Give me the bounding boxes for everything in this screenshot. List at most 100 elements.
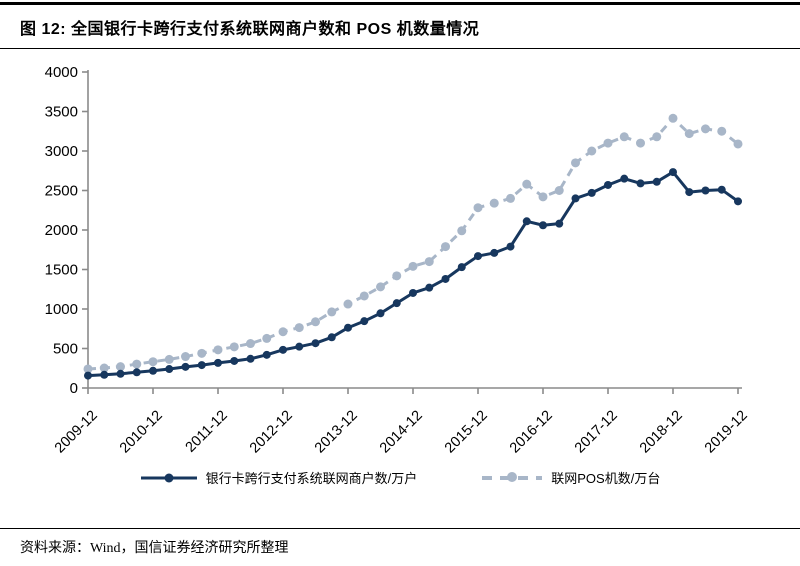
data-point-marker <box>376 282 385 292</box>
data-point-marker <box>100 370 109 379</box>
x-axis-tick-label: 2010-12 <box>117 408 166 457</box>
data-point-marker <box>392 299 401 308</box>
data-point-marker <box>343 299 353 309</box>
legend-item-merchants: 银行卡跨行支付系统联网商户数/万户 <box>140 468 418 487</box>
line-chart: 0 500 1000 1500 2000 2500 3000 3500 4000 2009-12 2… <box>45 64 751 457</box>
data-point-marker <box>116 369 125 378</box>
data-point-marker <box>733 139 743 149</box>
data-point-marker <box>604 180 612 189</box>
data-point-marker <box>539 221 547 230</box>
data-point-marker <box>262 333 272 343</box>
source-note: 资料来源：Wind，国信证券经济研究所整理 <box>0 528 800 557</box>
merchant-series-line <box>87 170 739 378</box>
data-point-marker <box>295 342 304 351</box>
data-point-marker <box>344 323 352 332</box>
data-point-marker <box>164 354 174 364</box>
data-point-marker <box>620 174 629 183</box>
data-point-marker <box>148 357 158 367</box>
data-point-marker <box>214 358 222 367</box>
y-axis-tick-label: 2500 <box>45 183 78 200</box>
data-point-marker <box>652 177 661 186</box>
y-axis-tick-label: 3500 <box>45 104 78 121</box>
data-point-marker <box>473 203 483 213</box>
y-axis-tick-label: 2000 <box>45 222 78 239</box>
data-point-marker <box>668 113 678 123</box>
figure-title: 图 12: 全国银行卡跨行支付系统联网商户数和 POS 机数量情况 <box>20 21 480 38</box>
legend-label-merchants: 银行卡跨行支付系统联网商户数/万户 <box>205 471 418 486</box>
data-point-marker <box>408 261 418 271</box>
data-point-marker <box>360 317 369 326</box>
x-axis-tick-label: 2014-12 <box>377 408 426 457</box>
data-point-marker <box>294 323 304 333</box>
data-point-marker <box>506 242 515 251</box>
data-point-marker <box>149 366 157 375</box>
data-point-marker <box>717 126 727 136</box>
data-point-marker <box>262 350 271 359</box>
data-point-marker <box>359 291 369 301</box>
data-point-marker <box>165 365 174 374</box>
legend-dashed-line-icon <box>482 471 543 482</box>
data-point-marker <box>116 362 125 372</box>
data-point-marker <box>425 283 434 292</box>
x-axis-tick-label: 2017-12 <box>572 408 621 457</box>
data-point-marker <box>311 339 320 348</box>
legend-solid-line-icon <box>140 473 197 482</box>
data-point-marker <box>506 193 515 203</box>
data-point-marker <box>132 368 141 377</box>
legend-label-pos: 联网POS机数/万台 <box>551 471 661 486</box>
data-point-marker <box>392 271 402 281</box>
data-point-marker <box>327 307 337 317</box>
x-axis-tick-label: 2016-12 <box>507 408 556 457</box>
data-point-marker <box>734 197 742 206</box>
data-point-marker <box>197 348 207 358</box>
data-point-marker <box>522 217 531 226</box>
data-point-marker <box>619 132 629 142</box>
data-point-marker <box>474 252 482 261</box>
data-point-marker <box>213 345 223 355</box>
x-axis-tick-label: 2012-12 <box>247 408 296 457</box>
data-point-marker <box>181 352 190 362</box>
data-point-marker <box>555 219 564 228</box>
data-point-marker <box>441 242 450 252</box>
x-axis-tick-label: 2015-12 <box>442 408 491 457</box>
data-point-marker <box>132 359 142 369</box>
data-point-marker <box>457 263 466 272</box>
x-axis-tick-label: 2009-12 <box>52 408 101 457</box>
figure-header: 图 12: 全国银行卡跨行支付系统联网商户数和 POS 机数量情况 <box>0 2 800 49</box>
y-axis-tick-label: 4000 <box>45 64 78 81</box>
data-point-marker <box>652 132 662 142</box>
y-axis-tick-label: 500 <box>53 341 78 358</box>
data-point-marker <box>522 179 532 189</box>
data-point-marker <box>587 188 596 197</box>
data-point-marker <box>229 342 239 352</box>
data-point-marker <box>554 186 564 195</box>
y-axis-tick-label: 3000 <box>45 143 78 160</box>
data-point-marker <box>457 226 467 236</box>
data-point-marker <box>84 371 92 380</box>
chart-legend: 银行卡跨行支付系统联网商户数/万户 联网POS机数/万台 <box>0 468 800 487</box>
data-point-marker <box>587 146 597 156</box>
data-point-marker <box>409 288 417 297</box>
data-point-marker <box>571 158 580 168</box>
data-point-marker <box>717 185 726 194</box>
y-axis-tick-label: 0 <box>70 380 78 397</box>
data-point-marker <box>571 194 580 203</box>
data-point-marker <box>230 356 239 365</box>
pos-series-line <box>87 116 739 371</box>
data-point-marker <box>424 257 434 267</box>
data-point-marker <box>669 168 677 177</box>
data-point-marker <box>181 362 190 371</box>
data-point-marker <box>685 188 694 197</box>
data-point-marker <box>701 186 710 195</box>
data-point-marker <box>538 192 548 202</box>
x-axis-tick-label: 2011-12 <box>183 408 231 456</box>
chart-area: 0 500 1000 1500 2000 2500 3000 3500 4000 2009-12 2… <box>0 45 800 460</box>
data-point-marker <box>701 124 710 134</box>
x-axis-tick-label: 2019-12 <box>702 408 751 457</box>
data-point-marker <box>279 345 287 354</box>
data-point-marker <box>636 138 645 148</box>
data-point-marker <box>246 354 255 363</box>
data-point-marker <box>490 248 499 257</box>
data-point-marker <box>83 364 93 374</box>
data-point-marker <box>603 138 613 148</box>
